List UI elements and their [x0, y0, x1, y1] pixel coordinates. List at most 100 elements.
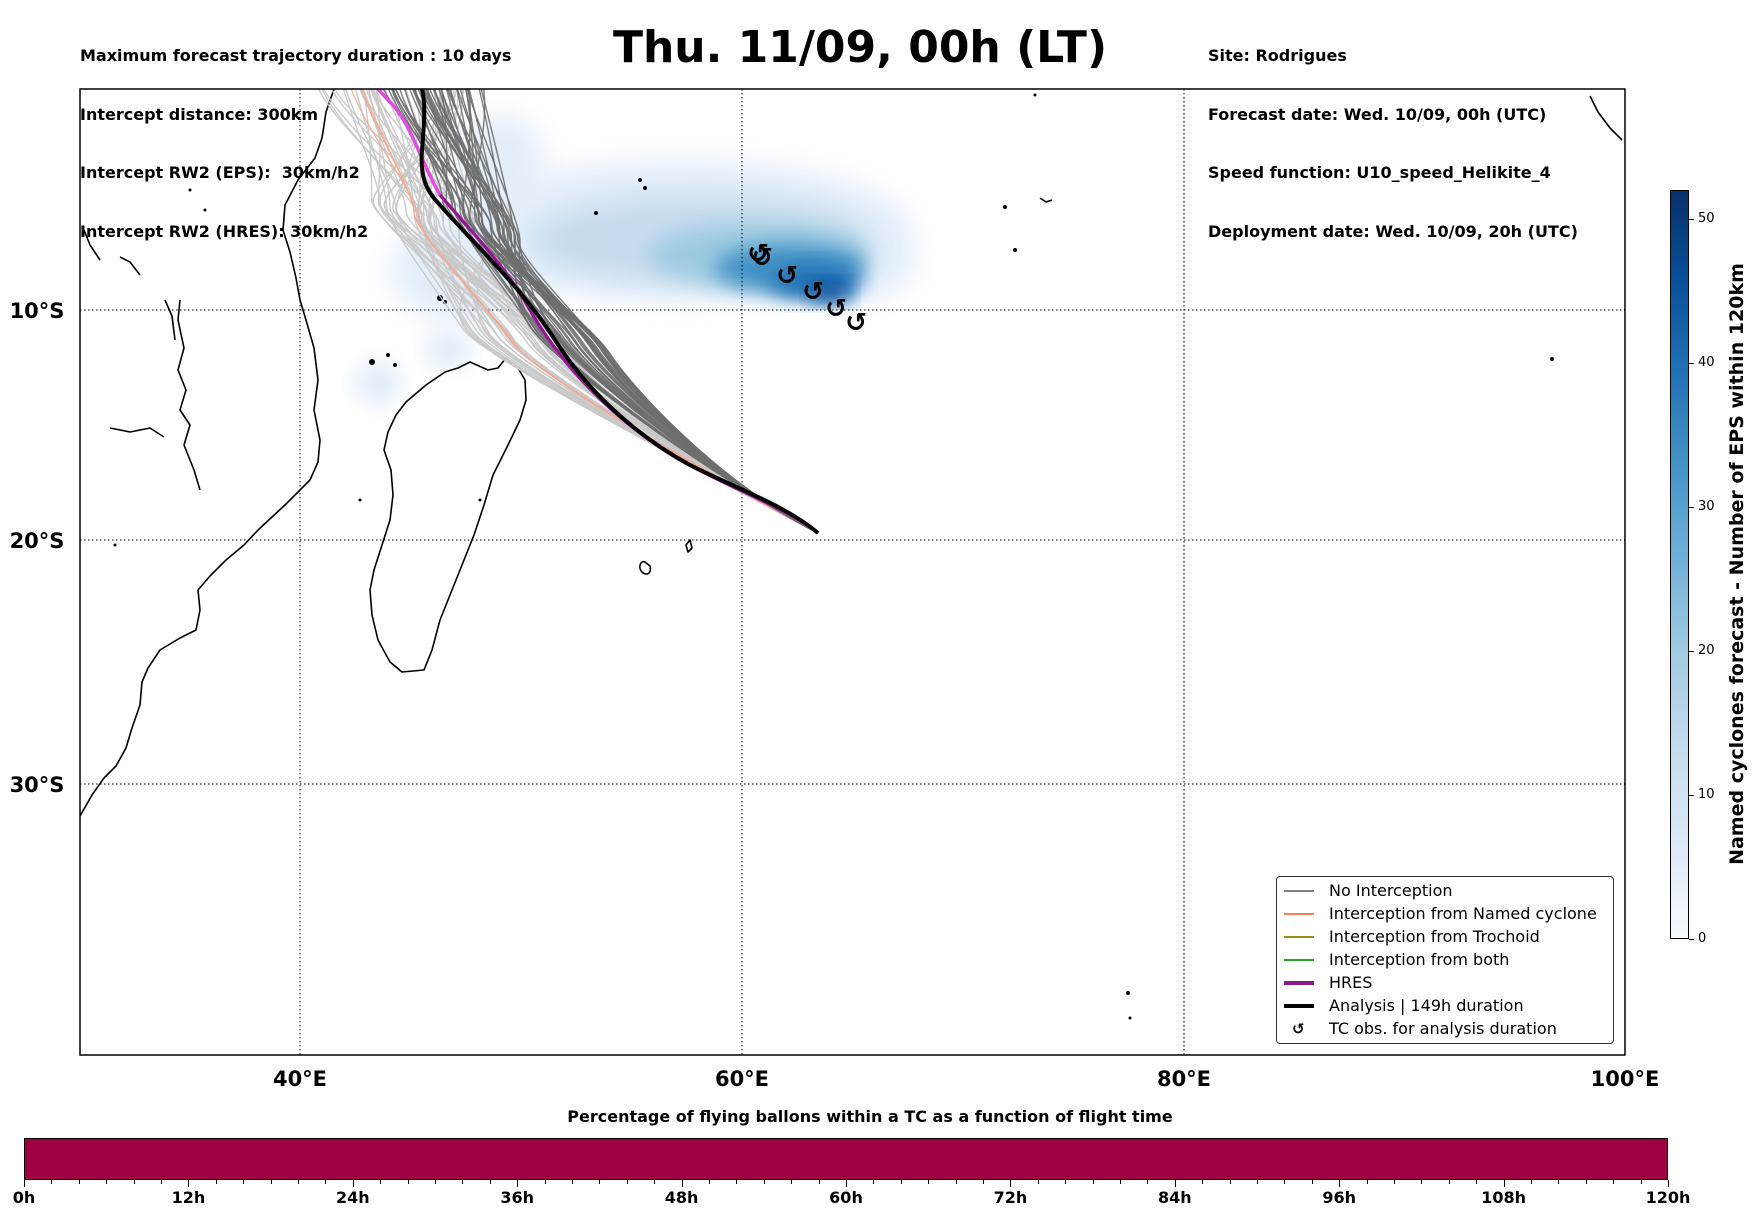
legend-swatch: [1284, 913, 1314, 915]
flight-time-major-tick: [1174, 1180, 1176, 1187]
flight-time-minor-tick: [1147, 1180, 1149, 1184]
flight-time-minor-tick: [1065, 1180, 1067, 1184]
colorbar-title-text: Named cyclones forecast - Number of EPS …: [1726, 263, 1748, 865]
flight-time-tick-label: 84h: [1157, 1188, 1192, 1207]
flight-time-major-tick: [681, 1180, 683, 1187]
info-line: Intercept RW2 (HRES): 30km/h2: [80, 221, 369, 241]
flight-time-major-tick: [24, 1180, 25, 1187]
ensemble-trajectory: [321, 89, 819, 534]
islands: [113, 93, 1554, 1020]
flight-time-minor-tick: [983, 1180, 984, 1184]
flight-time-minor-tick: [462, 1180, 464, 1184]
colorbar-tick: [1689, 650, 1694, 652]
colorbar-tick: [1689, 794, 1694, 796]
legend-item: Interception from both: [1277, 949, 1613, 971]
info-line: Site: Rodrigues: [1208, 46, 1347, 65]
flight-time-minor-tick: [1558, 1180, 1560, 1184]
ensemble-trajectory: [420, 89, 819, 534]
lat-label-10s: 10°S: [10, 299, 65, 323]
legend-label: Analysis | 149h duration: [1329, 996, 1524, 1015]
ensemble-trajectory: [362, 89, 819, 534]
flight-time-minor-tick: [599, 1180, 601, 1184]
flight-time-minor-tick: [243, 1180, 245, 1184]
colorbar-tick: [1689, 939, 1694, 940]
flight-time-tick-label: 72h: [993, 1188, 1028, 1207]
flight-time-minor-tick: [1640, 1180, 1642, 1184]
flight-time-tick-label: 12h: [171, 1188, 206, 1207]
ensemble-trajectory: [409, 89, 819, 534]
colorbar-tick-label: 30: [1698, 498, 1715, 514]
flight-time-minor-tick: [544, 1180, 546, 1184]
flight-time-minor-tick: [215, 1180, 217, 1184]
info-line: Forecast date: Wed. 10/09, 00h (UTC): [1208, 104, 1547, 124]
lon-label-80e: 80°E: [1157, 1067, 1211, 1091]
legend-label: Interception from both: [1329, 950, 1510, 969]
flight-time-minor-tick: [1092, 1180, 1094, 1184]
map-frame: [79, 88, 1626, 1056]
flight-time-tick-label: 108h: [1481, 1188, 1526, 1207]
ensemble-trajectory: [333, 89, 819, 534]
colorbar-tick-label: 40: [1698, 354, 1715, 370]
flight-time-minor-tick: [736, 1180, 738, 1184]
cyclone-icon: ↺: [825, 294, 847, 324]
info-line: Intercept distance: 300km: [80, 104, 319, 124]
lon-label-100e: 100°E: [1591, 1067, 1660, 1091]
cyclone-icon: ↺: [747, 239, 769, 269]
graticule: [80, 89, 1625, 1055]
colorbar-tick-label: 20: [1698, 642, 1715, 658]
flight-time-minor-tick: [161, 1180, 162, 1184]
legend-swatch: [1284, 890, 1314, 892]
flight-time-major-tick: [352, 1180, 354, 1187]
legend-label: HRES: [1329, 973, 1373, 992]
flight-time-minor-tick: [133, 1180, 135, 1184]
ensemble-trajectory: [330, 89, 819, 534]
flight-time-minor-tick: [1202, 1180, 1204, 1184]
flight-time-minor-tick: [407, 1180, 409, 1184]
legend-item: No Interception: [1277, 880, 1613, 902]
flight-time-major-tick: [1339, 1180, 1341, 1187]
lat-label-20s: 20°S: [10, 529, 65, 553]
flight-time-minor-tick: [1311, 1180, 1313, 1184]
ensemble-trajectory: [417, 89, 819, 534]
lon-label-60e: 60°E: [715, 1067, 769, 1091]
ensemble-trajectories-dark: [382, 89, 819, 534]
legend-label: Interception from Trochoid: [1329, 927, 1540, 946]
legend-item: ↺ TC obs. for analysis duration: [1277, 1018, 1613, 1040]
flight-time-minor-tick: [791, 1180, 793, 1184]
interception-trajectories: [350, 89, 819, 534]
percent-bar-title: Percentage of flying ballons within a TC…: [567, 1107, 1173, 1126]
ensemble-trajectory: [365, 89, 819, 534]
flight-time-minor-tick: [1421, 1180, 1423, 1184]
coastline: [80, 89, 1623, 817]
legend-label: TC obs. for analysis duration: [1329, 1019, 1557, 1038]
flight-time-tick-label: 60h: [829, 1188, 863, 1207]
legend-swatch: [1284, 1004, 1314, 1008]
flight-time-minor-tick: [489, 1180, 491, 1184]
analysis-trajectory: [419, 89, 820, 535]
flight-time-minor-tick: [1394, 1180, 1395, 1184]
latitude-labels: 10°S 20°S 30°S: [10, 299, 65, 797]
flight-time-minor-tick: [1366, 1180, 1368, 1184]
cyclone-icon: ↺: [776, 261, 798, 291]
flight-time-major-tick: [1668, 1180, 1669, 1187]
flight-time-minor-tick: [626, 1180, 628, 1184]
colorbar-tick: [1689, 362, 1694, 364]
density-colorbar: [1670, 190, 1689, 939]
flight-time-minor-tick: [1257, 1180, 1258, 1184]
colorbar-tick: [1689, 506, 1694, 508]
flight-time-minor-tick: [763, 1180, 765, 1184]
legend-item: Analysis | 149h duration: [1277, 995, 1613, 1017]
flight-time-major-tick: [846, 1180, 847, 1187]
ensemble-trajectory: [432, 89, 819, 534]
legend-item: Interception from Trochoid: [1277, 926, 1613, 948]
flight-time-minor-tick: [380, 1180, 382, 1184]
flight-time-minor-tick: [1476, 1180, 1478, 1184]
flight-time-major-tick: [188, 1180, 190, 1187]
colorbar-tick-label: 0: [1698, 931, 1707, 946]
flight-time-minor-tick: [1120, 1180, 1121, 1184]
flight-time-minor-tick: [298, 1180, 299, 1184]
flight-time-minor-tick: [435, 1180, 436, 1184]
ensemble-trajectory: [456, 89, 819, 534]
flight-time-minor-tick: [1229, 1180, 1231, 1184]
